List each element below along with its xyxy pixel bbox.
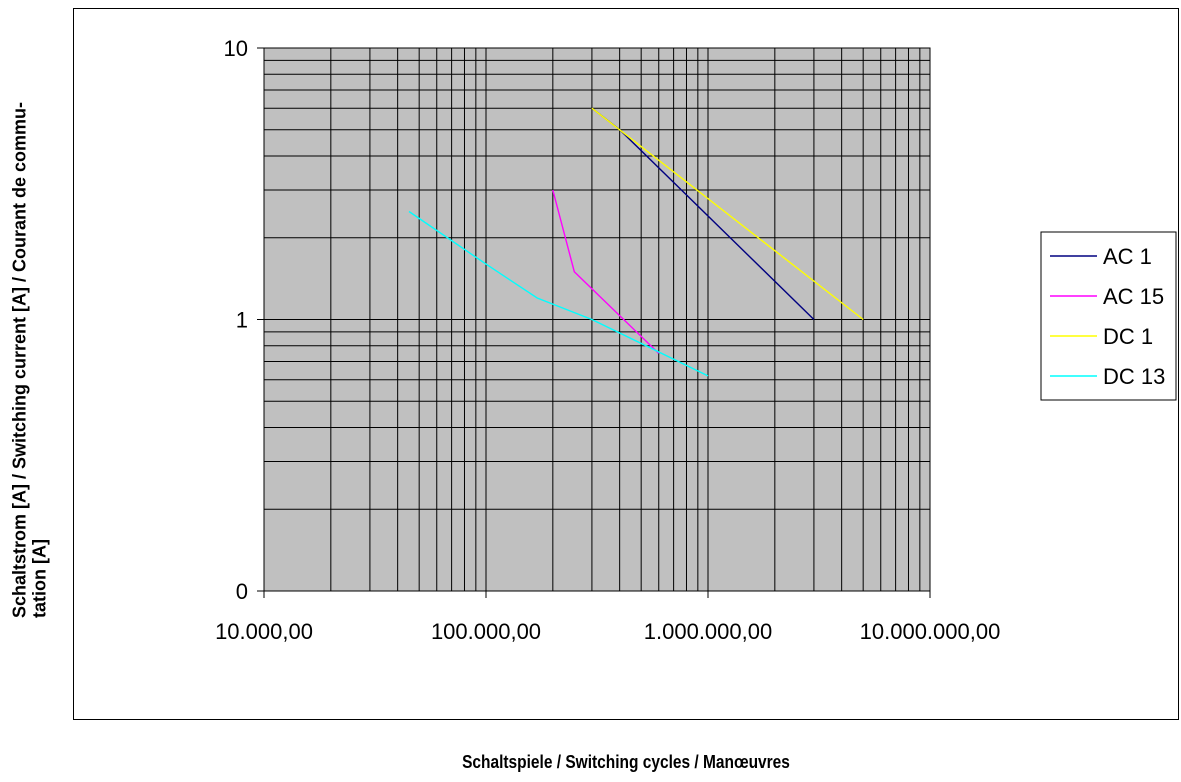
x-tick-label: 10.000.000,00 [860,619,1001,644]
x-tick-label: 10.000,00 [215,619,313,644]
series-line-dc-1 [591,107,864,321]
x-tick-label: 100.000,00 [431,619,541,644]
y-tick-label: 0 [236,579,248,604]
legend-box [1040,231,1177,401]
x-axis-title: Schaltspiele / Switching cycles / Manœuv… [462,752,790,772]
legend-label: DC 1 [1103,324,1153,349]
x-tick-label: 1.000.000,00 [644,619,772,644]
legend-label: DC 13 [1103,364,1165,389]
series-line-ac-15 [552,189,660,354]
y-tick-label: 1 [236,308,248,333]
series-line-dc-13 [408,210,709,377]
y-tick-label: 10 [224,36,248,61]
chart-frame [73,8,1179,720]
legend-label: AC 15 [1103,284,1164,309]
legend-label: AC 1 [1103,244,1152,269]
